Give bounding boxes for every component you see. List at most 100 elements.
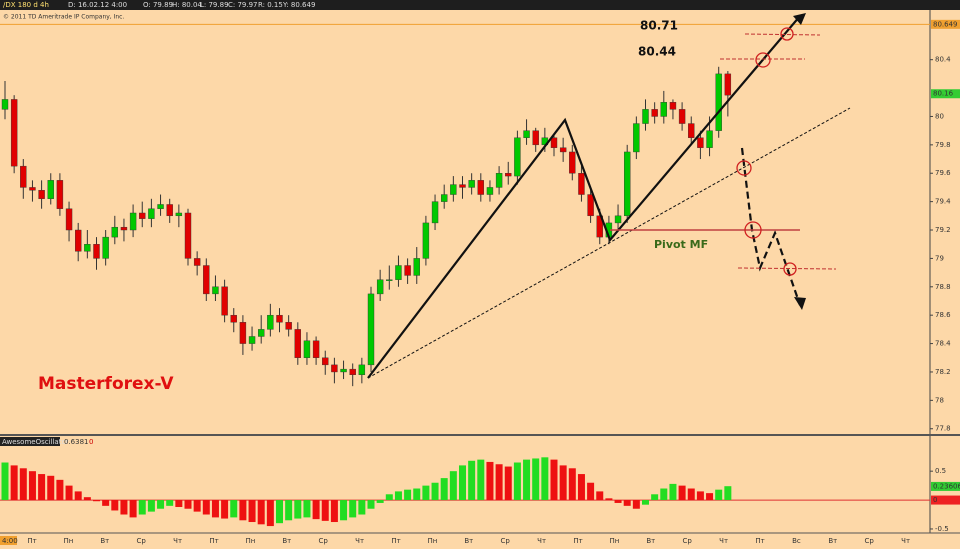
candle-body <box>267 314 274 330</box>
x-tick-label: Пт <box>755 537 764 545</box>
candle-body <box>559 147 567 153</box>
cursor-box <box>0 536 17 545</box>
osc-bar <box>129 500 137 518</box>
osc-current: 0.6381 <box>64 438 89 446</box>
osc-bar <box>221 500 229 519</box>
candle-body <box>93 244 100 259</box>
candle-body <box>175 212 183 217</box>
osc-bar <box>1 462 9 501</box>
price-marker <box>931 481 960 491</box>
header-open: O: 79.89 <box>143 1 173 9</box>
price-marker <box>931 89 960 99</box>
x-tick-label: Вт <box>100 537 109 545</box>
candle-body <box>395 265 402 280</box>
target-circle <box>755 52 771 68</box>
osc-bar <box>642 500 649 505</box>
candle-body <box>678 109 686 124</box>
osc-bar <box>541 457 549 501</box>
copyright: © 2011 TD Ameritrade IP Company, Inc. <box>3 14 124 21</box>
y-tick-label: 78.2 <box>935 368 951 376</box>
header-bar <box>0 0 960 10</box>
x-tick-label: Пн <box>63 537 73 545</box>
candle-body <box>84 244 91 252</box>
x-tick-label: Вс <box>792 537 801 545</box>
candle-body <box>148 208 155 219</box>
candle-body <box>322 357 329 366</box>
y-tick-label: 0.5 <box>935 467 946 475</box>
candle-body <box>633 123 640 153</box>
osc-bar <box>495 464 503 501</box>
osc-bar <box>120 500 128 515</box>
candle-body <box>486 187 494 195</box>
symbol: /DX 180 d 4h <box>3 1 49 9</box>
y-tick-label: 79.4 <box>935 198 951 206</box>
candle-body <box>404 265 411 276</box>
x-tick-label: Пт <box>209 537 218 545</box>
osc-bar <box>385 494 393 501</box>
candle-body <box>468 180 475 188</box>
osc-bar <box>715 489 723 501</box>
pivot-label: Pivot MF <box>654 238 708 251</box>
candle-body <box>203 265 210 295</box>
candle-body <box>312 340 320 358</box>
candle-body <box>303 340 311 358</box>
osc-bar <box>102 500 110 506</box>
candle-body <box>651 109 658 117</box>
candle-body <box>20 165 27 188</box>
candle-body <box>550 137 558 148</box>
candle-body <box>276 314 283 323</box>
x-tick-label: Пт <box>391 537 400 545</box>
osc-bar <box>459 465 466 501</box>
osc-bar <box>632 500 640 509</box>
osc-zero: 0 <box>89 438 93 446</box>
osc-bar <box>175 500 183 507</box>
candle-body <box>157 204 164 209</box>
price-marker-label: 0 <box>933 496 937 504</box>
osc-bar <box>56 479 64 501</box>
osc-bar <box>330 500 338 523</box>
x-tick-label: Ср <box>683 537 693 545</box>
candle-body <box>596 215 603 238</box>
osc-bar <box>422 485 430 501</box>
y-tick-label: 79 <box>935 254 944 262</box>
y-tick-label: -0.5 <box>935 525 949 533</box>
candle-body <box>514 137 521 177</box>
candle-body <box>532 130 539 146</box>
y-tick-label: 78.6 <box>935 311 951 319</box>
brand-label: Masterforex-V <box>38 374 174 394</box>
candle-body <box>10 99 18 167</box>
candle-body <box>578 173 585 195</box>
x-tick-label: Вт <box>464 537 473 545</box>
candle-body <box>413 258 420 276</box>
osc-bar <box>568 468 576 501</box>
x-tick-label: Ср <box>865 537 875 545</box>
candle-body <box>688 123 695 138</box>
x-tick-label: Пт <box>27 537 36 545</box>
candle-body <box>642 109 649 124</box>
osc-bar <box>93 500 100 502</box>
osc-bar <box>19 468 27 501</box>
candle-body <box>248 336 256 344</box>
y-tick-label: 79.8 <box>935 141 951 149</box>
osc-bar <box>138 500 146 515</box>
candle-body <box>706 130 713 148</box>
candle-body <box>139 212 146 219</box>
osc-bar <box>678 485 686 501</box>
candle-body <box>193 258 201 266</box>
wave-line <box>367 15 801 379</box>
level-line <box>744 33 821 36</box>
candle-body <box>239 322 247 344</box>
osc-bar <box>239 500 247 521</box>
osc-bar <box>596 491 604 501</box>
osc-bar <box>706 493 714 501</box>
osc-bar <box>623 500 631 506</box>
osc-bar <box>248 500 256 523</box>
x-tick-label: Вт <box>646 537 655 545</box>
header-high: H: 80.04 <box>172 1 202 9</box>
osc-bar <box>211 500 219 518</box>
osc-bar <box>184 500 192 509</box>
osc-bar <box>83 497 91 501</box>
candle-body <box>340 368 347 373</box>
candle-body <box>715 73 722 131</box>
candle-body <box>331 364 338 373</box>
